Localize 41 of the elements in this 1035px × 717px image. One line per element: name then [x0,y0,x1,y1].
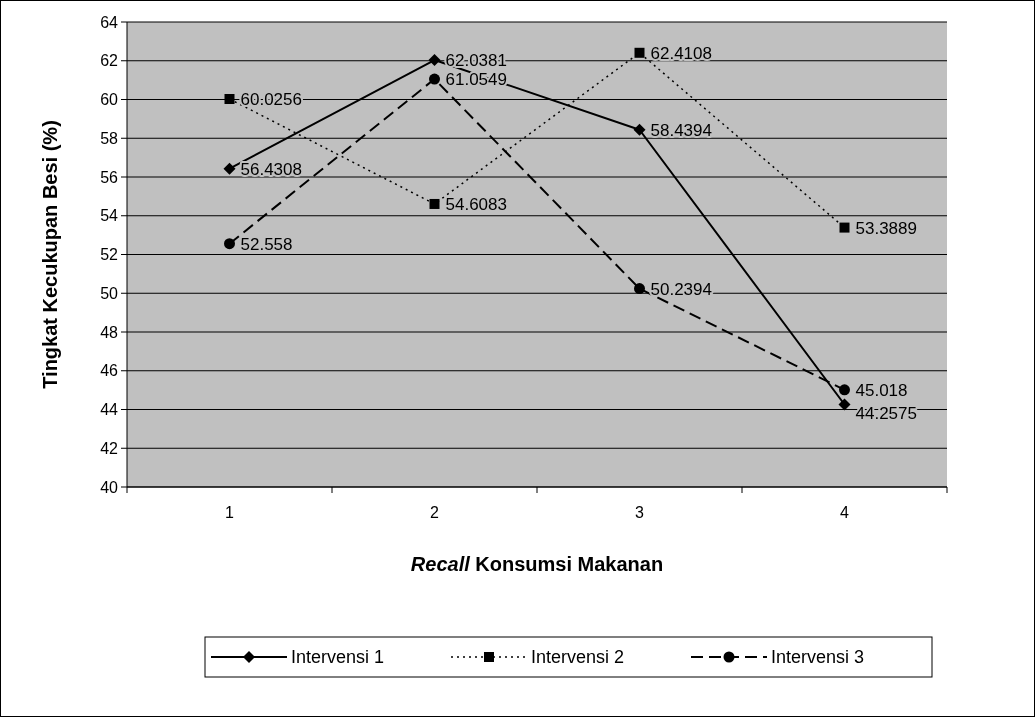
x-tick-label: 1 [225,504,235,521]
point [839,384,850,396]
y-tick-label: 60 [100,91,119,109]
point [223,162,236,175]
y-tick-label: 58 [100,129,119,147]
x-axis-title: Recall Konsumsi Makanan [410,553,664,575]
point [633,123,646,136]
y-tick-label: 50 [100,284,119,302]
point [429,73,440,85]
data-label: 53.3889 [855,218,917,238]
point [224,238,235,250]
y-tick-label: 40 [100,478,119,496]
y-tick-label: 54 [100,207,119,225]
point [839,222,850,233]
data-label: 58.4394 [650,120,712,140]
x-tick-label: 3 [635,504,645,521]
legend-label: Intervensi 1 [291,647,385,668]
y-tick-label: 46 [100,362,119,380]
data-label: 56.4308 [240,159,302,179]
y-tick-label: 64 [100,13,119,31]
x-tick-label: 4 [840,504,850,521]
point [634,283,645,295]
data-label: 54.6083 [445,194,507,214]
y-tick-label: 62 [100,52,119,70]
y-tick-label: 44 [100,401,119,419]
point [428,54,441,67]
legend-label: Intervensi 2 [531,647,625,668]
y-tick-label: 48 [100,323,119,341]
data-label: 45.018 [855,380,908,400]
data-label: 62.4108 [650,43,712,63]
point [429,198,440,209]
legend-label: Intervensi 3 [771,647,865,668]
y-tick-label: 42 [100,439,119,457]
y-tick-label: 56 [100,168,119,186]
data-label: 52.558 [240,234,293,254]
y-axis-title: Tingkat Kecukupan Besi (%) [39,120,61,389]
x-tick-label: 2 [430,504,440,521]
point [634,47,645,58]
point [224,94,235,104]
point [838,398,851,411]
y-tick-label: 52 [100,246,119,264]
